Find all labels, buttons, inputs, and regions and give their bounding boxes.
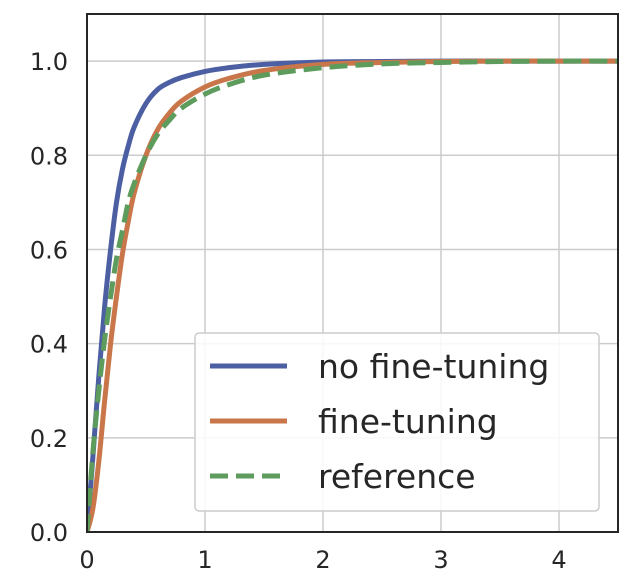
x-tick-label: 3 [433, 546, 448, 574]
y-tick-label: 1.0 [30, 48, 68, 76]
legend-label: no fine-tuning [318, 347, 549, 386]
y-tick-label: 0.4 [30, 331, 68, 359]
legend-label: reference [318, 457, 476, 496]
legend-box [194, 332, 600, 512]
x-tick-label: 0 [79, 546, 94, 574]
tick-labels: 0 1 2 3 4 0.0 0.2 0.4 0.6 0.8 1.0 [30, 48, 567, 574]
x-tick-label: 4 [551, 546, 566, 574]
plot-frame [86, 13, 619, 533]
series-layer [87, 58, 618, 532]
y-tick-label: 0.0 [30, 519, 68, 547]
legend: no fine-tuning fine-tuning reference [194, 332, 600, 512]
x-tick-label: 2 [315, 546, 330, 574]
y-tick-label: 0.6 [30, 236, 68, 264]
series-line-2 [87, 58, 618, 532]
y-tick-label: 0.8 [30, 142, 68, 170]
legend-label: fine-tuning [318, 402, 498, 441]
x-tick-label: 1 [197, 546, 212, 574]
y-tick-label: 0.2 [30, 425, 68, 453]
